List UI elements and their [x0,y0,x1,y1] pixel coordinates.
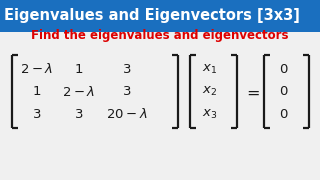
Text: $x_2$: $x_2$ [202,85,217,98]
Text: Find the eigenvalues and eigenvectors: Find the eigenvalues and eigenvectors [31,30,289,42]
Text: $1$: $1$ [32,85,41,98]
Text: $20-\lambda$: $20-\lambda$ [106,107,147,121]
Text: 0: 0 [279,85,287,98]
Text: $3$: $3$ [122,63,131,76]
Text: Eigenvalues and Eigenvectors [3x3]: Eigenvalues and Eigenvectors [3x3] [4,8,300,23]
Text: $=$: $=$ [243,84,260,99]
Text: $x_1$: $x_1$ [202,63,217,76]
Text: $2-\lambda$: $2-\lambda$ [20,62,53,76]
Text: $1$: $1$ [74,63,83,76]
Text: $3$: $3$ [122,85,131,98]
Text: 0: 0 [279,108,287,121]
Text: 0: 0 [279,63,287,76]
Text: $2-\lambda$: $2-\lambda$ [62,85,95,99]
Text: $x_3$: $x_3$ [202,108,217,121]
Bar [0,0,320,31]
Text: $3$: $3$ [32,108,42,121]
Text: $3$: $3$ [74,108,83,121]
